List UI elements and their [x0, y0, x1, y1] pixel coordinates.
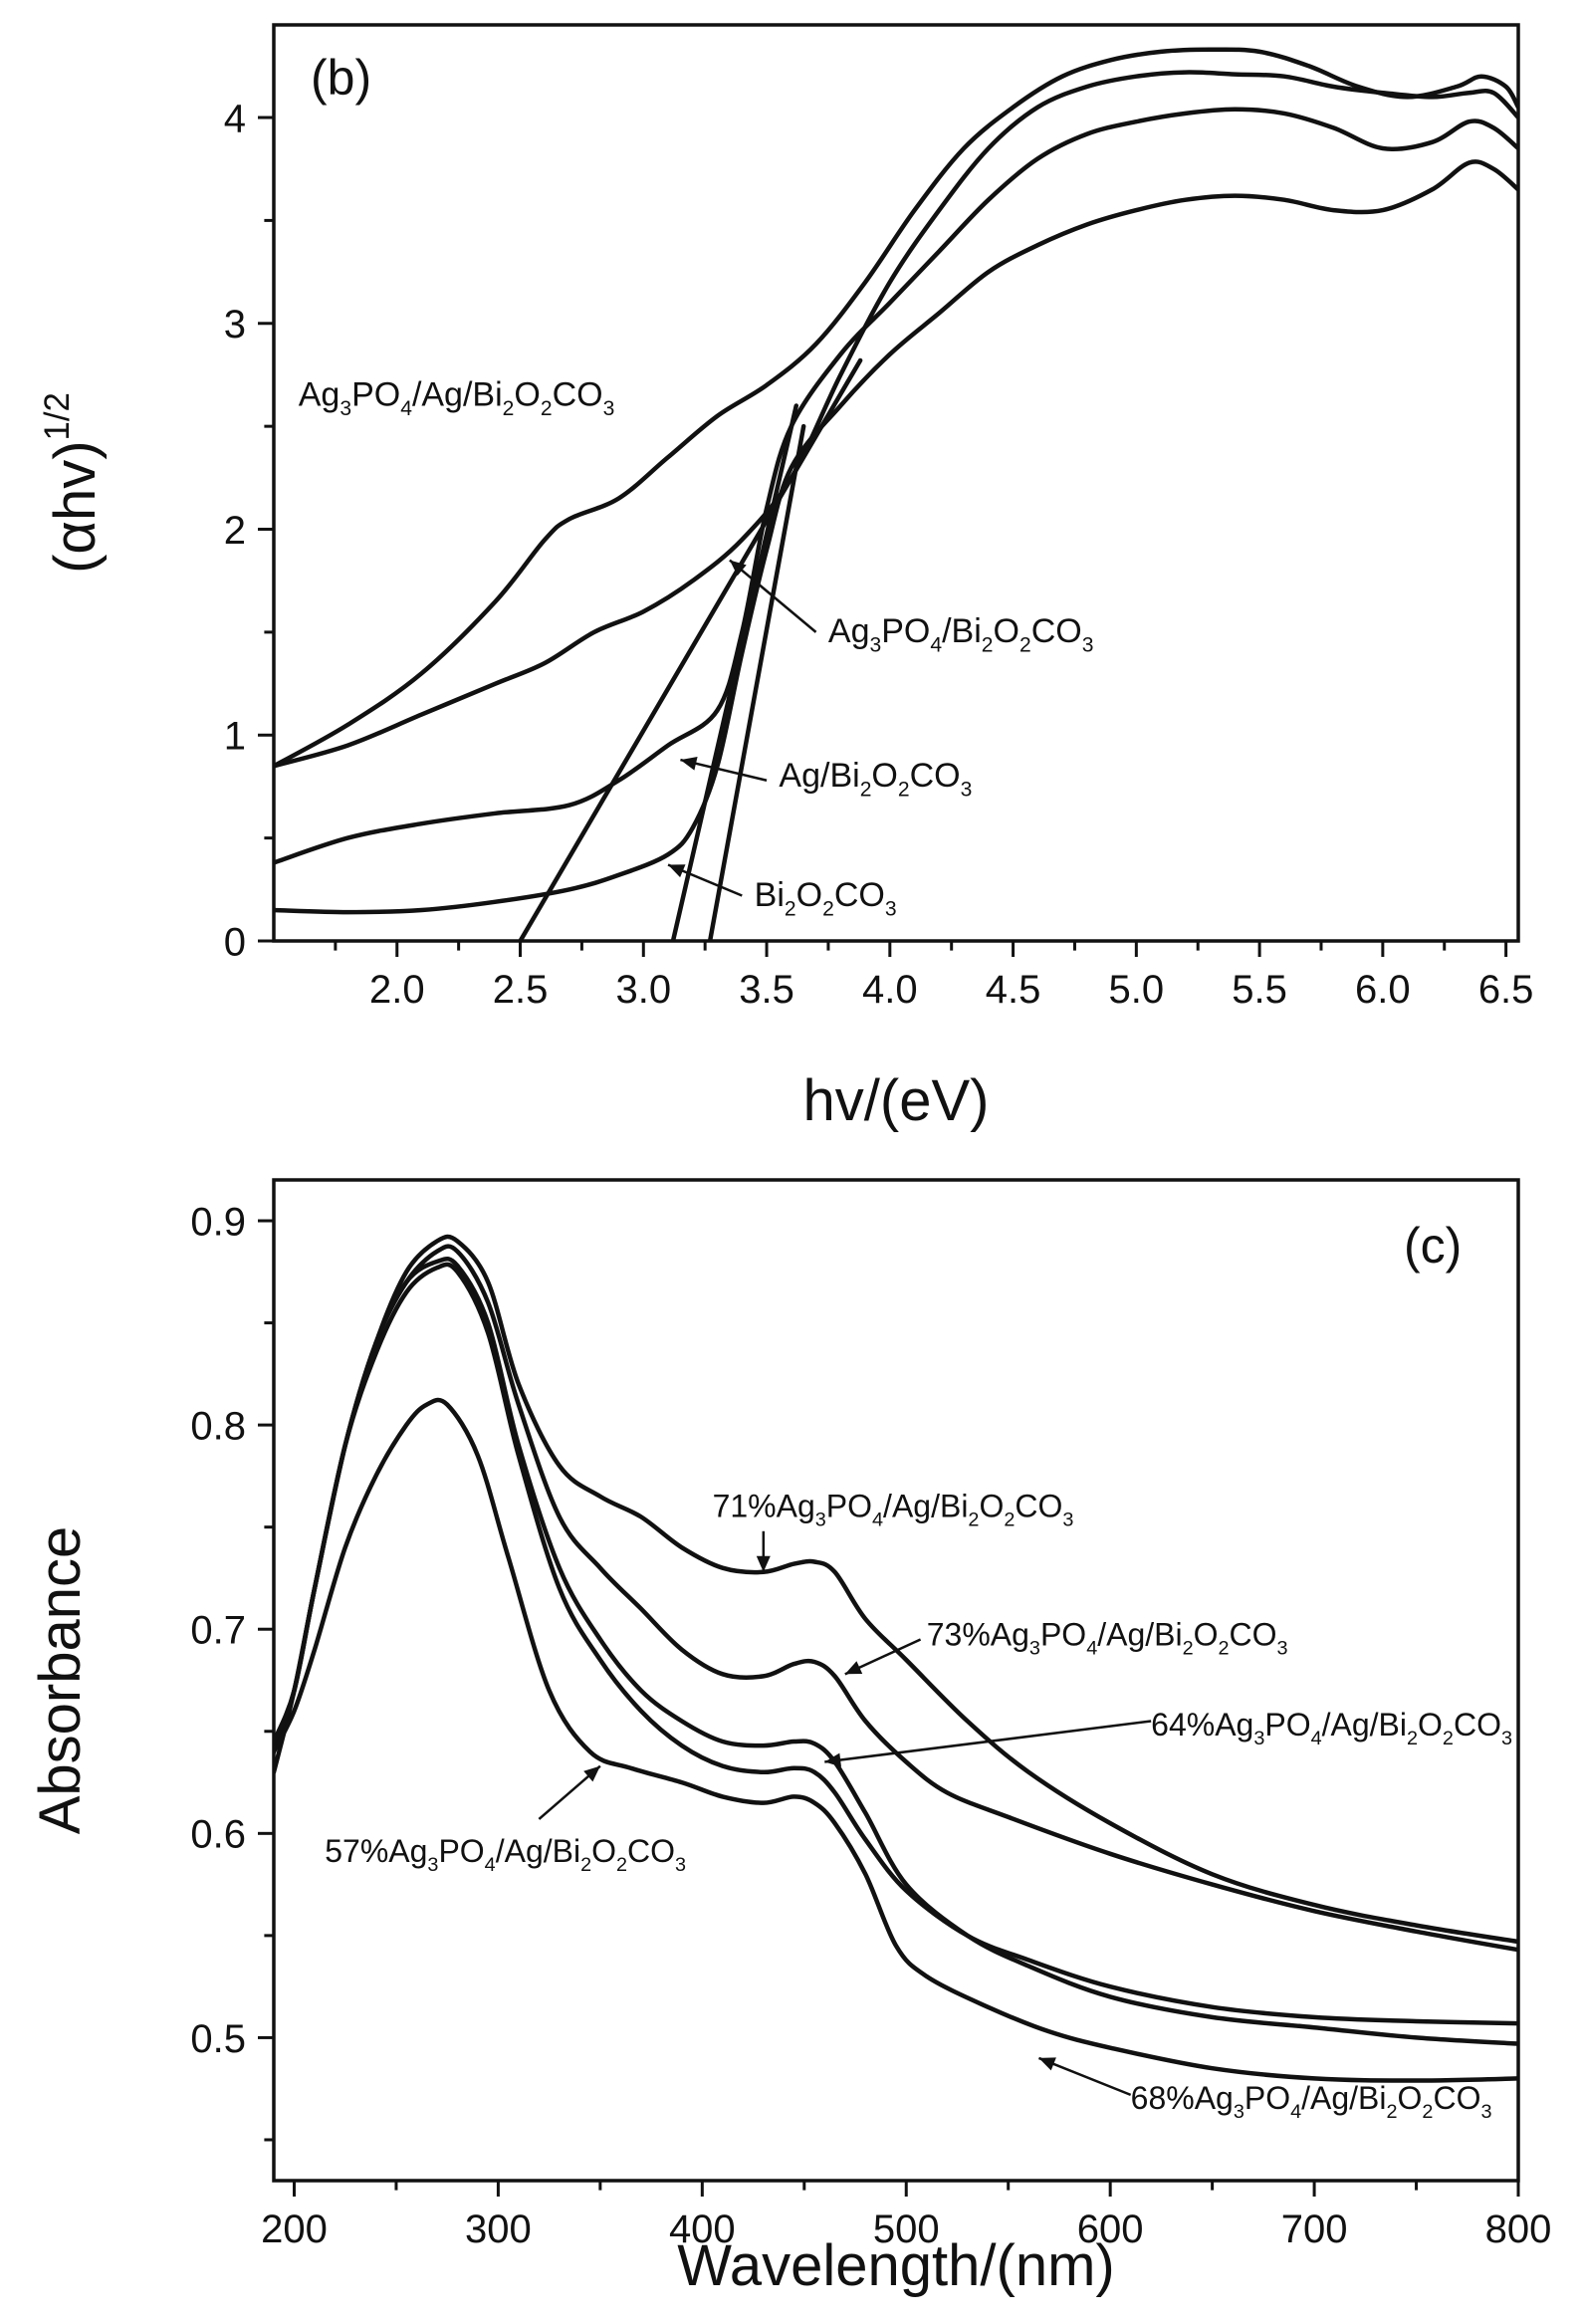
- y-tick-label: 0.8: [190, 1405, 246, 1449]
- plot-area: [274, 1234, 1518, 2083]
- x-tick-label: 2.5: [493, 968, 549, 1012]
- annotation-arrowhead: [1038, 2057, 1056, 2071]
- x-axis-label: Wavelength/(nm): [677, 2233, 1114, 2298]
- y-axis-label: Absorbance: [28, 1526, 93, 1835]
- x-tick-label: 2.0: [369, 968, 425, 1012]
- x-tick-label: 3.0: [615, 968, 671, 1012]
- series-line-bi2o2co3: [274, 159, 1518, 915]
- x-tick-label: 600: [1077, 2208, 1144, 2251]
- series-line-64-ag3po4-ag-bi2o2co3: [274, 1256, 1518, 2046]
- panel-label: (c): [1404, 1218, 1462, 1274]
- chart-panel-b: 2.0 2.5 3.0 3.5 4.0 4.5 5.0 5.5 6.0 6.5 0 1 2 3 4 hv/(e…: [38, 23, 1534, 1133]
- x-tick-label: 4.0: [862, 968, 918, 1012]
- y-tick-label: 0.6: [190, 1813, 246, 1857]
- annotation-arrowhead: [668, 864, 686, 878]
- series-label-68-ag3po4-ag-bi2o2co3: 68%Ag3PO4/Ag/Bi2O2CO3: [1131, 2080, 1492, 2123]
- x-tick-label: 800: [1485, 2208, 1552, 2251]
- plot-frame: [272, 23, 1520, 943]
- y-axis-label: (αhv)1/2: [38, 392, 108, 574]
- x-tick-label: 5.0: [1109, 968, 1165, 1012]
- x-tick-label: 500: [873, 2208, 940, 2251]
- x-tick-label: 400: [669, 2208, 736, 2251]
- y-tick-label: 1: [224, 715, 246, 759]
- y-tick-label: 0.7: [190, 1609, 246, 1653]
- plot-frame: [272, 1178, 1520, 2183]
- y-tick-label: 0: [224, 920, 246, 964]
- tangent-fit-line: [707, 423, 806, 941]
- tangent-fit-line: [670, 403, 799, 941]
- plot-area: [274, 47, 1518, 941]
- y-tick-label: 3: [224, 303, 246, 347]
- series-line-ag-bi2o2co3: [274, 107, 1518, 865]
- y-tick-label: 0.5: [190, 2017, 246, 2061]
- x-tick-label: 3.5: [739, 968, 794, 1012]
- series-label-71-ag3po4-ag-bi2o2co3: 71%Ag3PO4/Ag/Bi2O2CO3: [713, 1488, 1074, 1530]
- annotation-arrowhead: [824, 1752, 841, 1767]
- series-label-ag3po4-bi2o2co3: Ag3PO4/Bi2O2CO3: [828, 612, 1094, 657]
- x-tick-label: 5.5: [1232, 968, 1287, 1012]
- series-label-64-ag3po4-ag-bi2o2co3: 64%Ag3PO4/Ag/Bi2O2CO3: [1151, 1707, 1512, 1749]
- tangent-fit-line: [518, 357, 863, 941]
- chart-panel-c: 200 300 400 500 600 700 800 0.5 0.6 0.7 0.8 0.9 Wave…: [28, 1178, 1552, 2298]
- series-line-57-ag3po4-ag-bi2o2co3: [274, 1262, 1518, 2026]
- x-tick-label: 200: [261, 2208, 328, 2251]
- series-label-ag-bi2o2co3: Ag/Bi2O2CO3: [779, 757, 972, 802]
- annotation-arrowhead: [756, 1555, 771, 1572]
- annotation-arrow: [1037, 2056, 1132, 2097]
- annotation-arrow: [729, 559, 817, 633]
- y-tick-label: 0.9: [190, 1200, 246, 1244]
- x-tick-label: 6.0: [1355, 968, 1411, 1012]
- annotation-arrow: [824, 1720, 1152, 1763]
- series-line-ag3po4-bi2o2co3: [274, 70, 1518, 769]
- x-tick-label: 6.5: [1478, 968, 1534, 1012]
- series-label-57-ag3po4-ag-bi2o2co3: 57%Ag3PO4/Ag/Bi2O2CO3: [325, 1833, 686, 1876]
- annotation-arrowhead: [583, 1765, 600, 1782]
- panel-label: (b): [311, 50, 371, 106]
- series-line-68-ag3po4-ag-bi2o2co3: [274, 1397, 1518, 2083]
- annotation-arrowhead: [729, 560, 747, 577]
- y-tick-label: 4: [224, 97, 246, 140]
- y-tick-label: 2: [224, 509, 246, 553]
- series-label-ag3po4-ag-bi2o2co3: Ag3PO4/Ag/Bi2O2CO3: [299, 375, 615, 420]
- annotation-arrowhead: [680, 757, 698, 771]
- series-label-73-ag3po4-ag-bi2o2co3: 73%Ag3PO4/Ag/Bi2O2CO3: [927, 1617, 1288, 1660]
- annotation-arrowhead: [844, 1661, 863, 1675]
- x-axis-label: hv/(eV): [803, 1068, 990, 1133]
- x-tick-label: 4.5: [986, 968, 1041, 1012]
- series-label-bi2o2co3: Bi2O2CO3: [755, 876, 897, 921]
- x-tick-label: 700: [1281, 2208, 1348, 2251]
- x-tick-label: 300: [465, 2208, 532, 2251]
